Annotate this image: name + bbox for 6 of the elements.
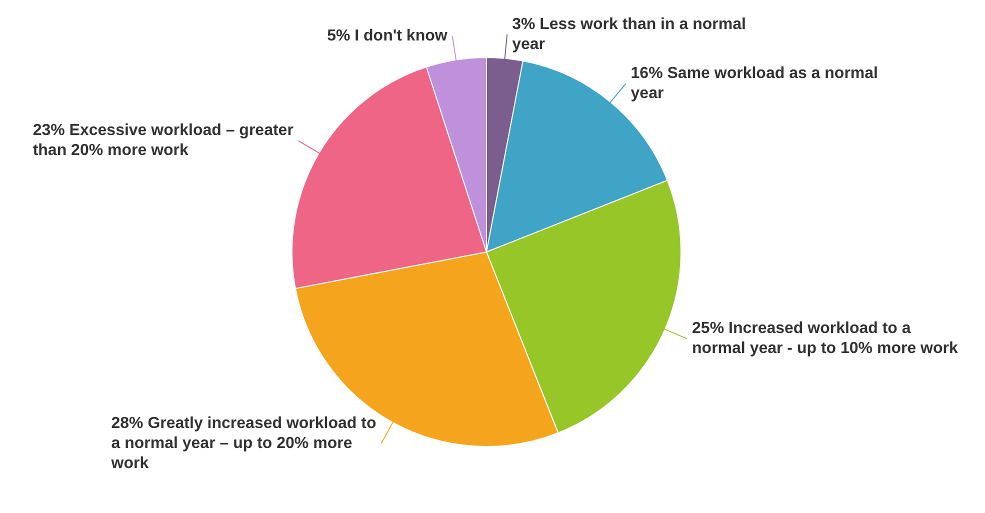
slice-label: 3% Less work than in a normal year xyxy=(512,16,746,53)
slice-label: 16% Same workload as a normal year xyxy=(630,65,878,102)
slice-label: 28% Greatly increased workload to a normal year – up to 20% more work xyxy=(110,414,376,472)
slice-label: 23% Excessive workload – greater than 20% more work xyxy=(32,122,294,160)
slice-label: 25% Increased workload to a normal year - up to 10% more work xyxy=(692,320,958,358)
slice-label: 5% I don't know xyxy=(327,28,448,45)
